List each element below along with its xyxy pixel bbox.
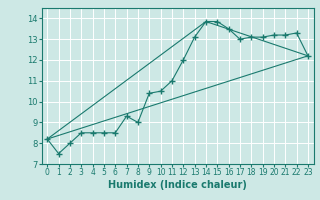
X-axis label: Humidex (Indice chaleur): Humidex (Indice chaleur) — [108, 180, 247, 190]
